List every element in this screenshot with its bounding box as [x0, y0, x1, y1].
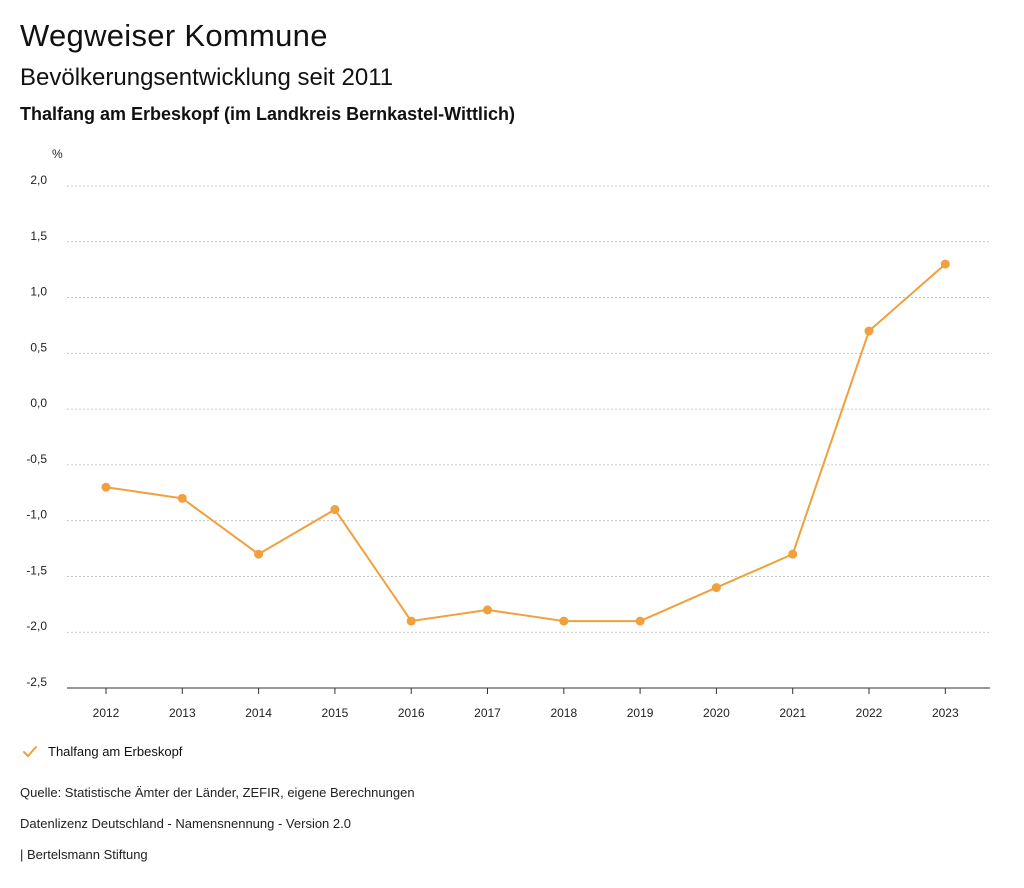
x-tick-label: 2021 — [779, 706, 806, 720]
x-tick-label: 2023 — [932, 706, 959, 720]
x-tick-label: 2016 — [398, 706, 425, 720]
x-tick-label: 2015 — [322, 706, 349, 720]
series-line — [105, 263, 946, 623]
x-tick-label: 2019 — [627, 706, 654, 720]
page-title: Wegweiser Kommune — [20, 18, 328, 53]
y-tick-label: -2,0 — [26, 619, 47, 633]
x-tick-label: 2012 — [93, 706, 120, 720]
x-tick-label: 2020 — [703, 706, 730, 720]
publisher-note: | Bertelsmann Stiftung — [20, 847, 148, 862]
data-point[interactable] — [788, 549, 798, 559]
y-tick-label: 2,0 — [30, 173, 47, 187]
license-note: Datenlizenz Deutschland - Namensnennung … — [20, 816, 351, 831]
y-tick-label: 0,0 — [30, 396, 47, 410]
chart-subtitle: Bevölkerungsentwicklung seit 2011 — [20, 64, 394, 91]
x-tick-label: 2017 — [474, 706, 501, 720]
y-tick-label: -2,5 — [26, 675, 47, 689]
data-point[interactable] — [177, 493, 187, 503]
x-tick-label: 2022 — [856, 706, 883, 720]
data-point[interactable] — [254, 549, 264, 559]
x-tick-label: 2014 — [245, 706, 272, 720]
region-label: Thalfang am Erbeskopf (im Landkreis Bern… — [20, 104, 515, 124]
x-tick-label: 2013 — [169, 706, 196, 720]
y-axis-ticks: 2,0 1,5 1,0 0,5 0,0 -0,5 -1,0 -1,5 -2,0 -2,5 — [26, 173, 47, 689]
legend-item-thalfang[interactable]: Thalfang am Erbeskopf — [22, 744, 182, 759]
line-chart: % 2,0 1,5 1,0 0,5 0,0 -0,5 -1,0 -1,5 -2,0 -2,5 20… — [26, 147, 990, 720]
y-axis-unit: % — [52, 147, 63, 161]
data-point[interactable] — [330, 505, 340, 515]
x-tick-label: 2018 — [550, 706, 577, 720]
data-point[interactable] — [406, 616, 416, 626]
data-point[interactable] — [483, 605, 492, 615]
y-tick-label: 1,5 — [30, 229, 47, 243]
check-icon — [23, 745, 37, 757]
data-point[interactable] — [635, 616, 645, 626]
data-point[interactable] — [559, 616, 569, 626]
y-tick-label: 1,0 — [30, 285, 47, 299]
y-tick-label: 0,5 — [30, 340, 47, 354]
y-tick-label: -1,0 — [26, 508, 47, 522]
y-tick-label: -1,5 — [26, 563, 47, 577]
data-point[interactable] — [940, 259, 950, 269]
series-thalfang — [101, 259, 950, 626]
legend-label: Thalfang am Erbeskopf — [48, 744, 183, 759]
data-point[interactable] — [711, 583, 721, 593]
data-point[interactable] — [864, 326, 874, 336]
data-point[interactable] — [101, 482, 111, 492]
y-tick-label: -0,5 — [26, 452, 47, 466]
source-note: Quelle: Statistische Ämter der Länder, Z… — [20, 785, 415, 800]
x-axis: 2012 2013 2014 2015 2016 2017 2018 2019 2020 2021… — [93, 688, 959, 720]
grid-lines — [67, 185, 990, 689]
